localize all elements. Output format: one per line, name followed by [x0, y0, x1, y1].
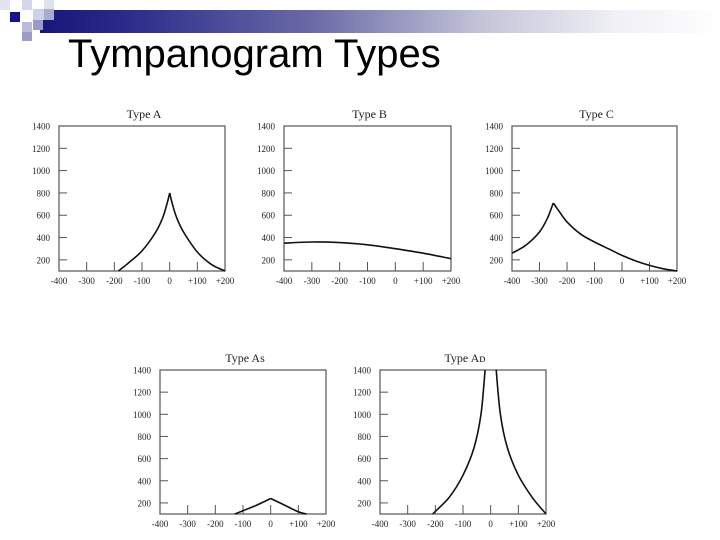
x-tick-label: +200: [442, 276, 461, 286]
header-gradient-bar: [40, 10, 720, 33]
y-tick-label: 1200: [32, 144, 51, 154]
x-tick-label: -300: [78, 276, 95, 286]
y-tick-label: 200: [490, 255, 504, 265]
x-tick-label: +200: [216, 276, 235, 286]
x-tick-label: +100: [289, 519, 308, 529]
chart-type-aᴅ: Type Aᴅ 200 400 600 800 1000 1200 1400 -400 -300 -…: [353, 351, 556, 529]
x-tick-label: 0: [620, 276, 625, 286]
x-tick-label: +200: [317, 519, 336, 529]
x-tick-label: +100: [414, 276, 433, 286]
chart-type-as: Type As 200 400 600 800 1000 1200 1400 -400 -300 -…: [133, 351, 336, 529]
plot-frame: [58, 125, 226, 272]
x-tick-label: -400: [504, 276, 521, 286]
y-tick-label: 400: [358, 476, 372, 486]
chart-type-c: Type C 200 400 600 800 1000 1200 1400 -400 -300 -2…: [485, 107, 687, 286]
x-tick-label: +100: [509, 519, 528, 529]
y-tick-label: 800: [262, 188, 276, 198]
y-tick-label: 200: [262, 255, 276, 265]
y-tick-label: 1200: [257, 144, 276, 154]
x-tick-label: -300: [531, 276, 548, 286]
y-tick-label: 1000: [485, 166, 504, 176]
y-tick-label: 1400: [32, 122, 51, 132]
x-tick-label: -400: [372, 519, 389, 529]
y-tick-label: 600: [358, 454, 372, 464]
chart-title: Type Aᴅ: [444, 351, 485, 365]
x-tick-label: -100: [586, 276, 603, 286]
y-tick-label: 400: [490, 233, 504, 243]
x-tick-label: +200: [537, 519, 556, 529]
slide-title: Tympanogram Types: [68, 32, 441, 76]
y-tick-label: 400: [37, 233, 51, 243]
y-tick-label: 1400: [133, 366, 152, 376]
tympanogram-curve: [511, 202, 678, 272]
chart-title: Type C: [579, 107, 614, 121]
x-tick-label: -200: [427, 519, 444, 529]
tympanogram-curve: [432, 369, 547, 515]
y-tick-label: 800: [358, 432, 372, 442]
y-tick-label: 1400: [485, 122, 504, 132]
y-tick-label: 600: [138, 454, 152, 464]
chart-title: Type As: [225, 351, 265, 365]
y-tick-label: 1400: [257, 122, 276, 132]
chart-title: Type B: [352, 107, 387, 121]
y-tick-label: 1200: [353, 388, 372, 398]
plot-frame: [283, 125, 452, 272]
x-tick-label: +100: [188, 276, 207, 286]
y-tick-label: 600: [37, 211, 51, 221]
y-tick-label: 800: [37, 188, 51, 198]
x-tick-label: -100: [134, 276, 151, 286]
x-tick-label: 0: [393, 276, 398, 286]
y-tick-label: 800: [490, 188, 504, 198]
y-tick-label: 800: [138, 432, 152, 442]
plot-frame: [159, 369, 327, 515]
x-tick-label: 0: [488, 519, 493, 529]
tympanogram-curve: [117, 192, 226, 272]
x-tick-label: 0: [167, 276, 172, 286]
y-tick-label: 200: [358, 498, 372, 508]
plot-frame: [511, 125, 678, 272]
tympanogram-curve: [283, 241, 452, 260]
x-tick-label: -400: [51, 276, 68, 286]
x-tick-label: -300: [304, 276, 321, 286]
x-tick-label: +100: [640, 276, 659, 286]
x-tick-label: -200: [207, 519, 224, 529]
x-tick-label: -300: [179, 519, 196, 529]
plot-frame: [379, 369, 547, 515]
y-tick-label: 1000: [257, 166, 276, 176]
y-tick-label: 200: [138, 498, 152, 508]
tympanogram-curve: [234, 497, 307, 515]
chart-type-a: Type A 200 400 600 800 1000 1200 1400 -400 -300 -2…: [32, 107, 235, 286]
x-tick-label: -200: [559, 276, 576, 286]
y-tick-label: 1000: [32, 166, 51, 176]
x-tick-label: -100: [455, 519, 472, 529]
x-tick-label: -100: [359, 276, 376, 286]
y-tick-label: 1000: [353, 410, 372, 420]
y-tick-label: 600: [490, 211, 504, 221]
y-tick-label: 1200: [133, 388, 152, 398]
x-tick-label: -200: [331, 276, 348, 286]
y-tick-label: 1200: [485, 144, 504, 154]
x-tick-label: -100: [235, 519, 252, 529]
y-tick-label: 400: [138, 476, 152, 486]
x-tick-label: -400: [152, 519, 169, 529]
y-tick-label: 1000: [133, 410, 152, 420]
x-tick-label: 0: [268, 519, 273, 529]
y-tick-label: 1400: [353, 366, 372, 376]
x-tick-label: -300: [399, 519, 416, 529]
y-tick-label: 600: [262, 211, 276, 221]
x-tick-label: -400: [276, 276, 293, 286]
chart-title: Type A: [127, 107, 162, 121]
y-tick-label: 400: [262, 233, 276, 243]
x-tick-label: +200: [668, 276, 687, 286]
x-tick-label: -200: [106, 276, 123, 286]
y-tick-label: 200: [37, 255, 51, 265]
chart-type-b: Type B 200 400 600 800 1000 1200 1400 -400 -300 -2…: [257, 107, 461, 286]
